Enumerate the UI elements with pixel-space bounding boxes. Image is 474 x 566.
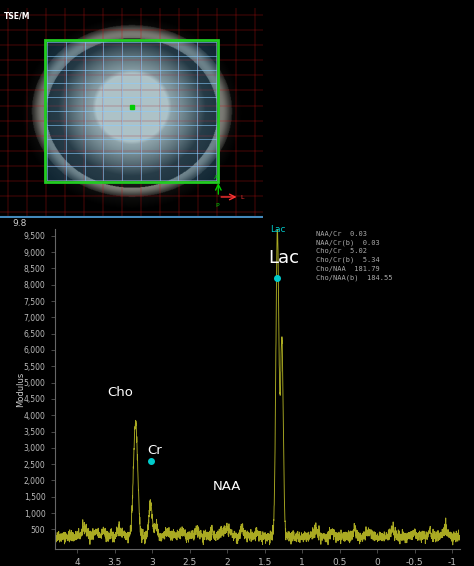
Text: Cr: Cr [147, 444, 162, 457]
Bar [47, 42, 216, 180]
Text: L: L [241, 195, 244, 200]
Text: NAA: NAA [213, 481, 241, 494]
Text: NAA/Cr  0.03
NAA/Cr(b)  0.03
Cho/Cr  5.02
Cho/Cr(b)  5.34
Cho/NAA  181.79
Cho/NA: NAA/Cr 0.03 NAA/Cr(b) 0.03 Cho/Cr 5.02 C… [316, 231, 392, 281]
Text: Lac: Lac [270, 225, 285, 234]
Text: A: A [214, 175, 219, 180]
Text: 9.8: 9.8 [12, 218, 27, 228]
Bar [45, 40, 219, 182]
Text: P: P [216, 203, 219, 208]
Text: TSE/M: TSE/M [4, 12, 30, 21]
Y-axis label: Modulus: Modulus [16, 371, 25, 407]
Text: Cho: Cho [108, 385, 134, 398]
Text: Lac: Lac [268, 249, 300, 267]
